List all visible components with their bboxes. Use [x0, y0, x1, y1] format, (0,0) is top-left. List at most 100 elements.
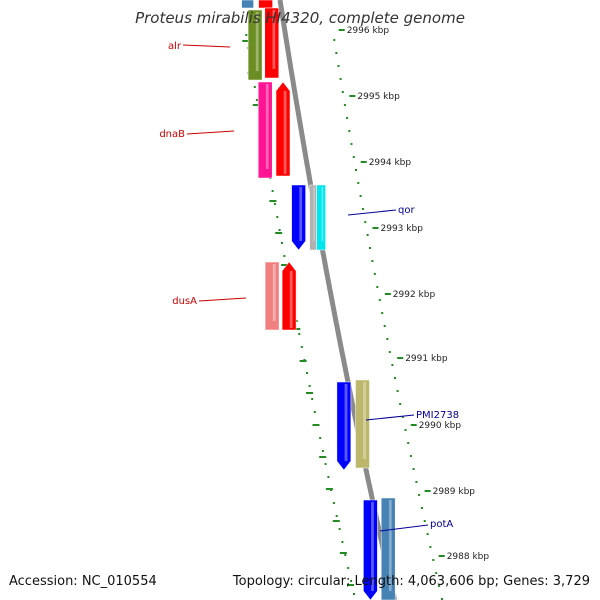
ruler-dot: [343, 104, 346, 106]
map-title: Proteus mirabilis HI4320, complete genom…: [135, 9, 465, 27]
ruler-dot: [378, 299, 381, 301]
tick-label: 2996 kbp: [347, 26, 390, 36]
gene-feature-qor-grey: [309, 184, 317, 251]
tick-mark: [438, 555, 445, 557]
ruler-dot: [371, 260, 374, 262]
tick-label: 2988 kbp: [447, 552, 490, 562]
ruler-dot: [391, 364, 394, 366]
tick-mark: [360, 161, 367, 163]
ruler-dot: [271, 190, 274, 192]
ruler-dot: [401, 416, 404, 418]
gene-feature-alr: [247, 9, 263, 81]
ruler-dot: [295, 320, 298, 322]
ruler-dot: [383, 325, 386, 327]
gene-label-leader: [186, 130, 235, 135]
ruler-dot: [409, 455, 412, 457]
ruler-dot: [344, 554, 347, 556]
gene-feature-red-2: [275, 81, 291, 177]
ruler-dot: [350, 143, 353, 145]
ruler-dot: [399, 403, 402, 405]
gene-labels: alr dnaB dusA qor PMI2738 potA: [159, 41, 459, 532]
ruler-dot: [432, 559, 435, 561]
gene-feature-blue-2: [336, 381, 352, 471]
gene-label-dusa: dusA: [172, 296, 197, 307]
ruler-dot: [347, 567, 350, 569]
ruler-dot: [361, 208, 364, 210]
ruler-dot: [245, 34, 248, 36]
ruler-dot: [381, 312, 384, 314]
ruler-dot: [346, 117, 349, 119]
ruler-dot: [333, 39, 336, 41]
ruler-dot: [396, 390, 399, 392]
tick-mark: [338, 29, 345, 31]
gene-feature-blue-1: [291, 184, 306, 251]
ruler-minor-tick: [347, 584, 354, 586]
ruler-dot: [438, 585, 441, 587]
gene-feature-red-3: [281, 261, 297, 331]
gene-label-alr: alr: [168, 41, 182, 52]
tick-label: 2994 kbp: [369, 158, 412, 168]
ruler-dot: [435, 572, 438, 574]
tick-label: 2989 kbp: [433, 487, 476, 497]
ruler-dot: [324, 463, 327, 465]
gene-feature-dnaB: [257, 81, 273, 179]
ruler-dot: [339, 78, 342, 80]
tick-labels: 2996 kbp 2995 kbp 2994 kbp 2993 kbp 2992 kbp…: [338, 26, 490, 562]
ruler-dot: [423, 520, 426, 522]
gene-label-pota: potA: [430, 519, 453, 530]
ruler-dot: [366, 234, 369, 236]
ruler-dot: [415, 481, 418, 483]
gene-label-qor: qor: [398, 205, 415, 216]
gene-feature-steel-top: [241, 0, 254, 9]
tick-mark: [384, 293, 391, 295]
tick-label: 2992 kbp: [393, 290, 436, 300]
ruler-dot: [327, 476, 330, 478]
gene-feature-blue-3: [363, 499, 378, 600]
ruler-dot: [355, 169, 357, 171]
ruler-dot: [376, 286, 379, 288]
ruler-dot: [407, 442, 410, 444]
tick-label: 2995 kbp: [357, 92, 400, 102]
gene-feature-qor: [316, 184, 326, 251]
ruler-dot: [335, 515, 338, 517]
ruler-dot: [332, 502, 335, 504]
ruler-dot: [338, 528, 341, 530]
gene-feature-red-1: [264, 7, 280, 79]
ruler-dot: [369, 247, 371, 249]
ruler-dot: [373, 273, 376, 275]
ruler-dot: [418, 494, 421, 496]
ruler-dot: [311, 398, 314, 400]
ruler-dot: [341, 541, 344, 543]
ruler-dot: [388, 351, 391, 353]
ruler-dot: [281, 242, 283, 244]
ruler-minor-tick: [306, 392, 313, 394]
tick-label: 2990 kbp: [419, 421, 462, 431]
ruler-dot: [394, 377, 396, 379]
gene-label-leader: [198, 297, 247, 302]
ruler-dot: [353, 593, 355, 595]
ruler-minor-tick: [242, 40, 250, 42]
ruler-dot: [278, 229, 281, 231]
ruler-dot: [335, 52, 338, 54]
tick-mark: [424, 490, 431, 492]
ruler-minor-tick: [319, 456, 327, 458]
ruler-dot: [404, 429, 407, 431]
ruler-minor-tick: [312, 424, 320, 426]
ruler-dot: [255, 99, 258, 101]
ruler-dot: [273, 203, 276, 205]
ruler-dot: [359, 195, 362, 197]
ruler-dot: [319, 437, 322, 439]
tick-label: 2991 kbp: [405, 354, 448, 364]
tick-label: 2993 kbp: [381, 224, 424, 234]
ruler-dot: [276, 216, 279, 218]
genome-summary: Topology: circular; Length: 4,063,606 bp…: [232, 574, 590, 589]
ruler-minor-tick: [299, 360, 307, 362]
ruler-minor-tick: [325, 488, 333, 490]
gene-label-leader: [379, 524, 429, 532]
ruler-dot: [357, 182, 360, 184]
gene-label-leader: [347, 209, 397, 216]
gene-feature-dusA: [264, 261, 280, 331]
ruler-dot: [253, 86, 256, 88]
ruler-dot: [412, 468, 415, 470]
